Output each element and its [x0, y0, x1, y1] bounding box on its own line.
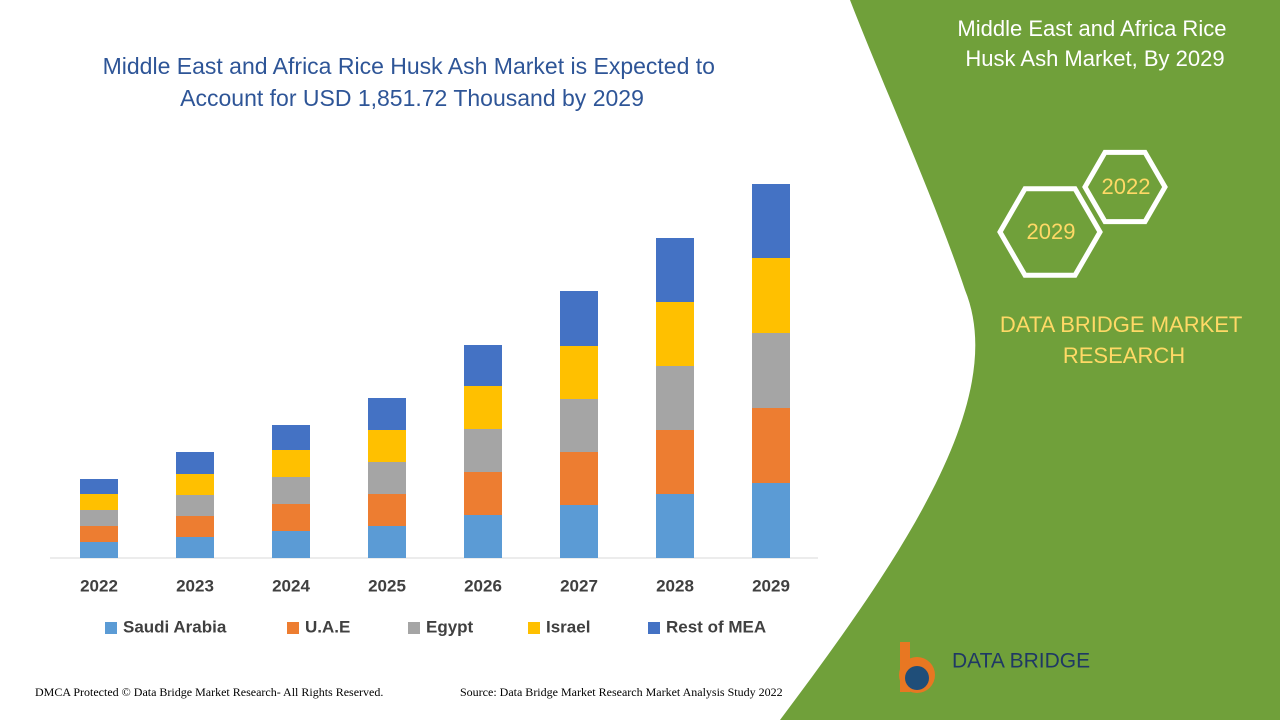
- bar-segment: [80, 494, 118, 510]
- bar-segment: [176, 452, 214, 474]
- bar-segment: [464, 472, 502, 515]
- bar-segment: [656, 238, 694, 302]
- bar-segment: [560, 399, 598, 452]
- bar-segment: [656, 366, 694, 430]
- bar-segment: [752, 483, 790, 558]
- bar-segment: [176, 516, 214, 537]
- bar-segment: [560, 452, 598, 505]
- bar-segment: [272, 450, 310, 477]
- legend-swatch: [528, 622, 540, 634]
- bar-segment: [176, 474, 214, 495]
- bar-segment: [656, 494, 694, 558]
- legend-swatch: [648, 622, 660, 634]
- legend-swatch: [287, 622, 299, 634]
- bar-segment: [464, 515, 502, 558]
- x-tick-label: 2027: [560, 576, 598, 595]
- bar-segment: [752, 333, 790, 408]
- bar-segment: [80, 510, 118, 526]
- bar-segment: [80, 479, 118, 494]
- bar-segment: [368, 462, 406, 494]
- x-tick-label: 2025: [368, 576, 406, 595]
- bar-segment: [176, 537, 214, 558]
- bar-segment: [464, 429, 502, 472]
- bar-segment: [752, 408, 790, 483]
- bar-segment: [368, 494, 406, 526]
- x-tick-label: 2023: [176, 576, 214, 595]
- chart-title: Middle East and Africa Rice Husk Ash Mar…: [103, 53, 722, 111]
- side-title: Middle East and Africa Rice Husk Ash Mar…: [957, 16, 1232, 71]
- bar-segment: [272, 504, 310, 531]
- footer-right: Source: Data Bridge Market Research Mark…: [460, 685, 783, 699]
- badge: 2029: [1027, 219, 1076, 244]
- bar-segment: [272, 531, 310, 558]
- text-block: Middle East and Africa Rice Husk Ash Mar…: [957, 16, 1232, 71]
- bar-segment: [464, 386, 502, 429]
- bar-segment: [368, 526, 406, 558]
- badge: 2022: [1102, 174, 1151, 199]
- bar-segment: [560, 346, 598, 399]
- bar-segment: [656, 302, 694, 366]
- legend-swatch: [105, 622, 117, 634]
- legend-label: Rest of MEA: [666, 617, 766, 636]
- legend-label: U.A.E: [305, 617, 350, 636]
- bar-segment: [752, 258, 790, 333]
- x-tick-label: 2024: [272, 576, 310, 595]
- hexagon: [1082, 149, 1168, 225]
- bar-segment: [560, 505, 598, 558]
- legend-label: Saudi Arabia: [123, 617, 227, 636]
- text-block: DATA BRIDGE MARKET RESEARCH: [1000, 312, 1248, 368]
- bar-segment: [464, 345, 502, 386]
- bar-segment: [272, 477, 310, 504]
- legend-label: Egypt: [426, 617, 474, 636]
- bar-segment: [368, 398, 406, 430]
- logo-mark: [899, 642, 935, 693]
- bar-segment: [560, 291, 598, 346]
- logo-text: DATA BRIDGE: [952, 650, 1090, 673]
- side-panel: [780, 0, 1280, 720]
- legend-swatch: [408, 622, 420, 634]
- bar-segment: [752, 184, 790, 258]
- x-tick-label: 2022: [80, 576, 118, 595]
- bar-segment: [80, 542, 118, 558]
- text-block: Middle East and Africa Rice Husk Ash Mar…: [103, 53, 722, 111]
- brand: DATA BRIDGE MARKET RESEARCH: [1000, 312, 1248, 368]
- x-tick-label: 2028: [656, 576, 694, 595]
- bar-segment: [176, 495, 214, 516]
- bar-segment: [272, 425, 310, 450]
- hexagon: [997, 186, 1103, 278]
- bar-segment: [368, 430, 406, 462]
- legend-label: Israel: [546, 617, 590, 636]
- bar-segment: [656, 430, 694, 494]
- x-tick-label: 2029: [752, 576, 790, 595]
- footer-left: DMCA Protected © Data Bridge Market Rese…: [35, 685, 383, 699]
- x-tick-label: 2026: [464, 576, 502, 595]
- bar-segment: [80, 526, 118, 542]
